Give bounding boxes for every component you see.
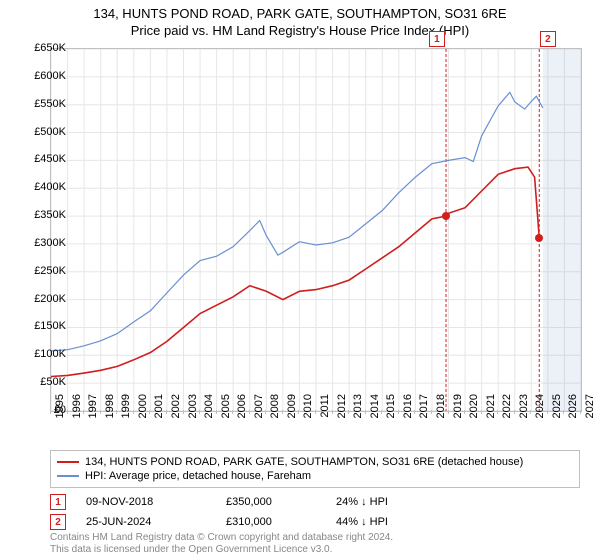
chart-svg — [51, 49, 581, 411]
chart-marker-label: 2 — [540, 31, 556, 47]
x-axis-label: 2025 — [551, 394, 563, 434]
y-axis-label: £50K — [22, 376, 66, 388]
chart: 12 — [50, 48, 582, 412]
y-axis-label: £500K — [22, 126, 66, 138]
x-axis-label: 2018 — [435, 394, 447, 434]
x-axis-label: 1995 — [54, 394, 66, 434]
y-axis-label: £300K — [22, 237, 66, 249]
x-axis-label: 1999 — [120, 394, 132, 434]
chart-marker-label: 1 — [429, 31, 445, 47]
x-axis-label: 2019 — [452, 394, 464, 434]
legend: 134, HUNTS POND ROAD, PARK GATE, SOUTHAM… — [50, 450, 580, 488]
x-axis-label: 2014 — [369, 394, 381, 434]
x-axis-label: 2020 — [468, 394, 480, 434]
marker-row: 2 25-JUN-2024 £310,000 44% ↓ HPI — [50, 512, 580, 532]
x-axis-label: 2005 — [220, 394, 232, 434]
x-axis-label: 2000 — [137, 394, 149, 434]
x-axis-label: 2022 — [501, 394, 513, 434]
x-axis-label: 2003 — [187, 394, 199, 434]
x-axis-label: 1998 — [104, 394, 116, 434]
x-axis-label: 2006 — [236, 394, 248, 434]
y-axis-label: £200K — [22, 293, 66, 305]
marker-badge-2: 2 — [50, 514, 66, 530]
marker-price: £310,000 — [226, 516, 316, 528]
footer-line1: Contains HM Land Registry data © Crown c… — [50, 532, 580, 544]
marker-date: 25-JUN-2024 — [86, 516, 206, 528]
y-axis-label: £550K — [22, 98, 66, 110]
x-axis-label: 2015 — [385, 394, 397, 434]
x-axis-label: 2009 — [286, 394, 298, 434]
marker-date: 09-NOV-2018 — [86, 496, 206, 508]
x-axis-label: 2011 — [319, 394, 331, 434]
marker-diff: 24% ↓ HPI — [336, 496, 446, 508]
y-axis-label: £650K — [22, 42, 66, 54]
x-axis-label: 2023 — [518, 394, 530, 434]
marker-row: 1 09-NOV-2018 £350,000 24% ↓ HPI — [50, 492, 580, 512]
x-axis-label: 2012 — [336, 394, 348, 434]
x-axis-label: 1996 — [71, 394, 83, 434]
x-axis-label: 2027 — [584, 394, 596, 434]
y-axis-label: £400K — [22, 181, 66, 193]
legend-label-hpi: HPI: Average price, detached house, Fare… — [85, 470, 311, 482]
x-axis-label: 2002 — [170, 394, 182, 434]
x-axis-label: 2021 — [485, 394, 497, 434]
x-axis-label: 2017 — [418, 394, 430, 434]
chart-marker-dot — [535, 234, 543, 242]
y-axis-label: £250K — [22, 265, 66, 277]
marker-price: £350,000 — [226, 496, 316, 508]
x-axis-label: 2024 — [534, 394, 546, 434]
x-axis-label: 2007 — [253, 394, 265, 434]
legend-item-price: 134, HUNTS POND ROAD, PARK GATE, SOUTHAM… — [57, 455, 573, 469]
x-axis-label: 2001 — [153, 394, 165, 434]
legend-swatch-price — [57, 461, 79, 463]
marker-diff: 44% ↓ HPI — [336, 516, 446, 528]
legend-item-hpi: HPI: Average price, detached house, Fare… — [57, 469, 573, 483]
chart-marker-dot — [442, 212, 450, 220]
forecast-shade — [543, 49, 581, 411]
x-axis-label: 2026 — [567, 394, 579, 434]
title-line1: 134, HUNTS POND ROAD, PARK GATE, SOUTHAM… — [0, 6, 600, 23]
title-line2: Price paid vs. HM Land Registry's House … — [0, 23, 600, 40]
x-axis-label: 1997 — [87, 394, 99, 434]
x-axis-label: 2013 — [352, 394, 364, 434]
y-axis-label: £100K — [22, 348, 66, 360]
legend-swatch-hpi — [57, 475, 79, 477]
y-axis-label: £150K — [22, 320, 66, 332]
x-axis-label: 2004 — [203, 394, 215, 434]
y-axis-label: £450K — [22, 153, 66, 165]
footer-line2: This data is licensed under the Open Gov… — [50, 544, 580, 556]
marker-badge-1: 1 — [50, 494, 66, 510]
footer: Contains HM Land Registry data © Crown c… — [50, 532, 580, 556]
x-axis-label: 2010 — [302, 394, 314, 434]
y-axis-label: £350K — [22, 209, 66, 221]
x-axis-label: 2016 — [402, 394, 414, 434]
x-axis-label: 2008 — [269, 394, 281, 434]
y-axis-label: £600K — [22, 70, 66, 82]
legend-label-price: 134, HUNTS POND ROAD, PARK GATE, SOUTHAM… — [85, 456, 523, 468]
marker-table: 1 09-NOV-2018 £350,000 24% ↓ HPI 2 25-JU… — [50, 492, 580, 532]
